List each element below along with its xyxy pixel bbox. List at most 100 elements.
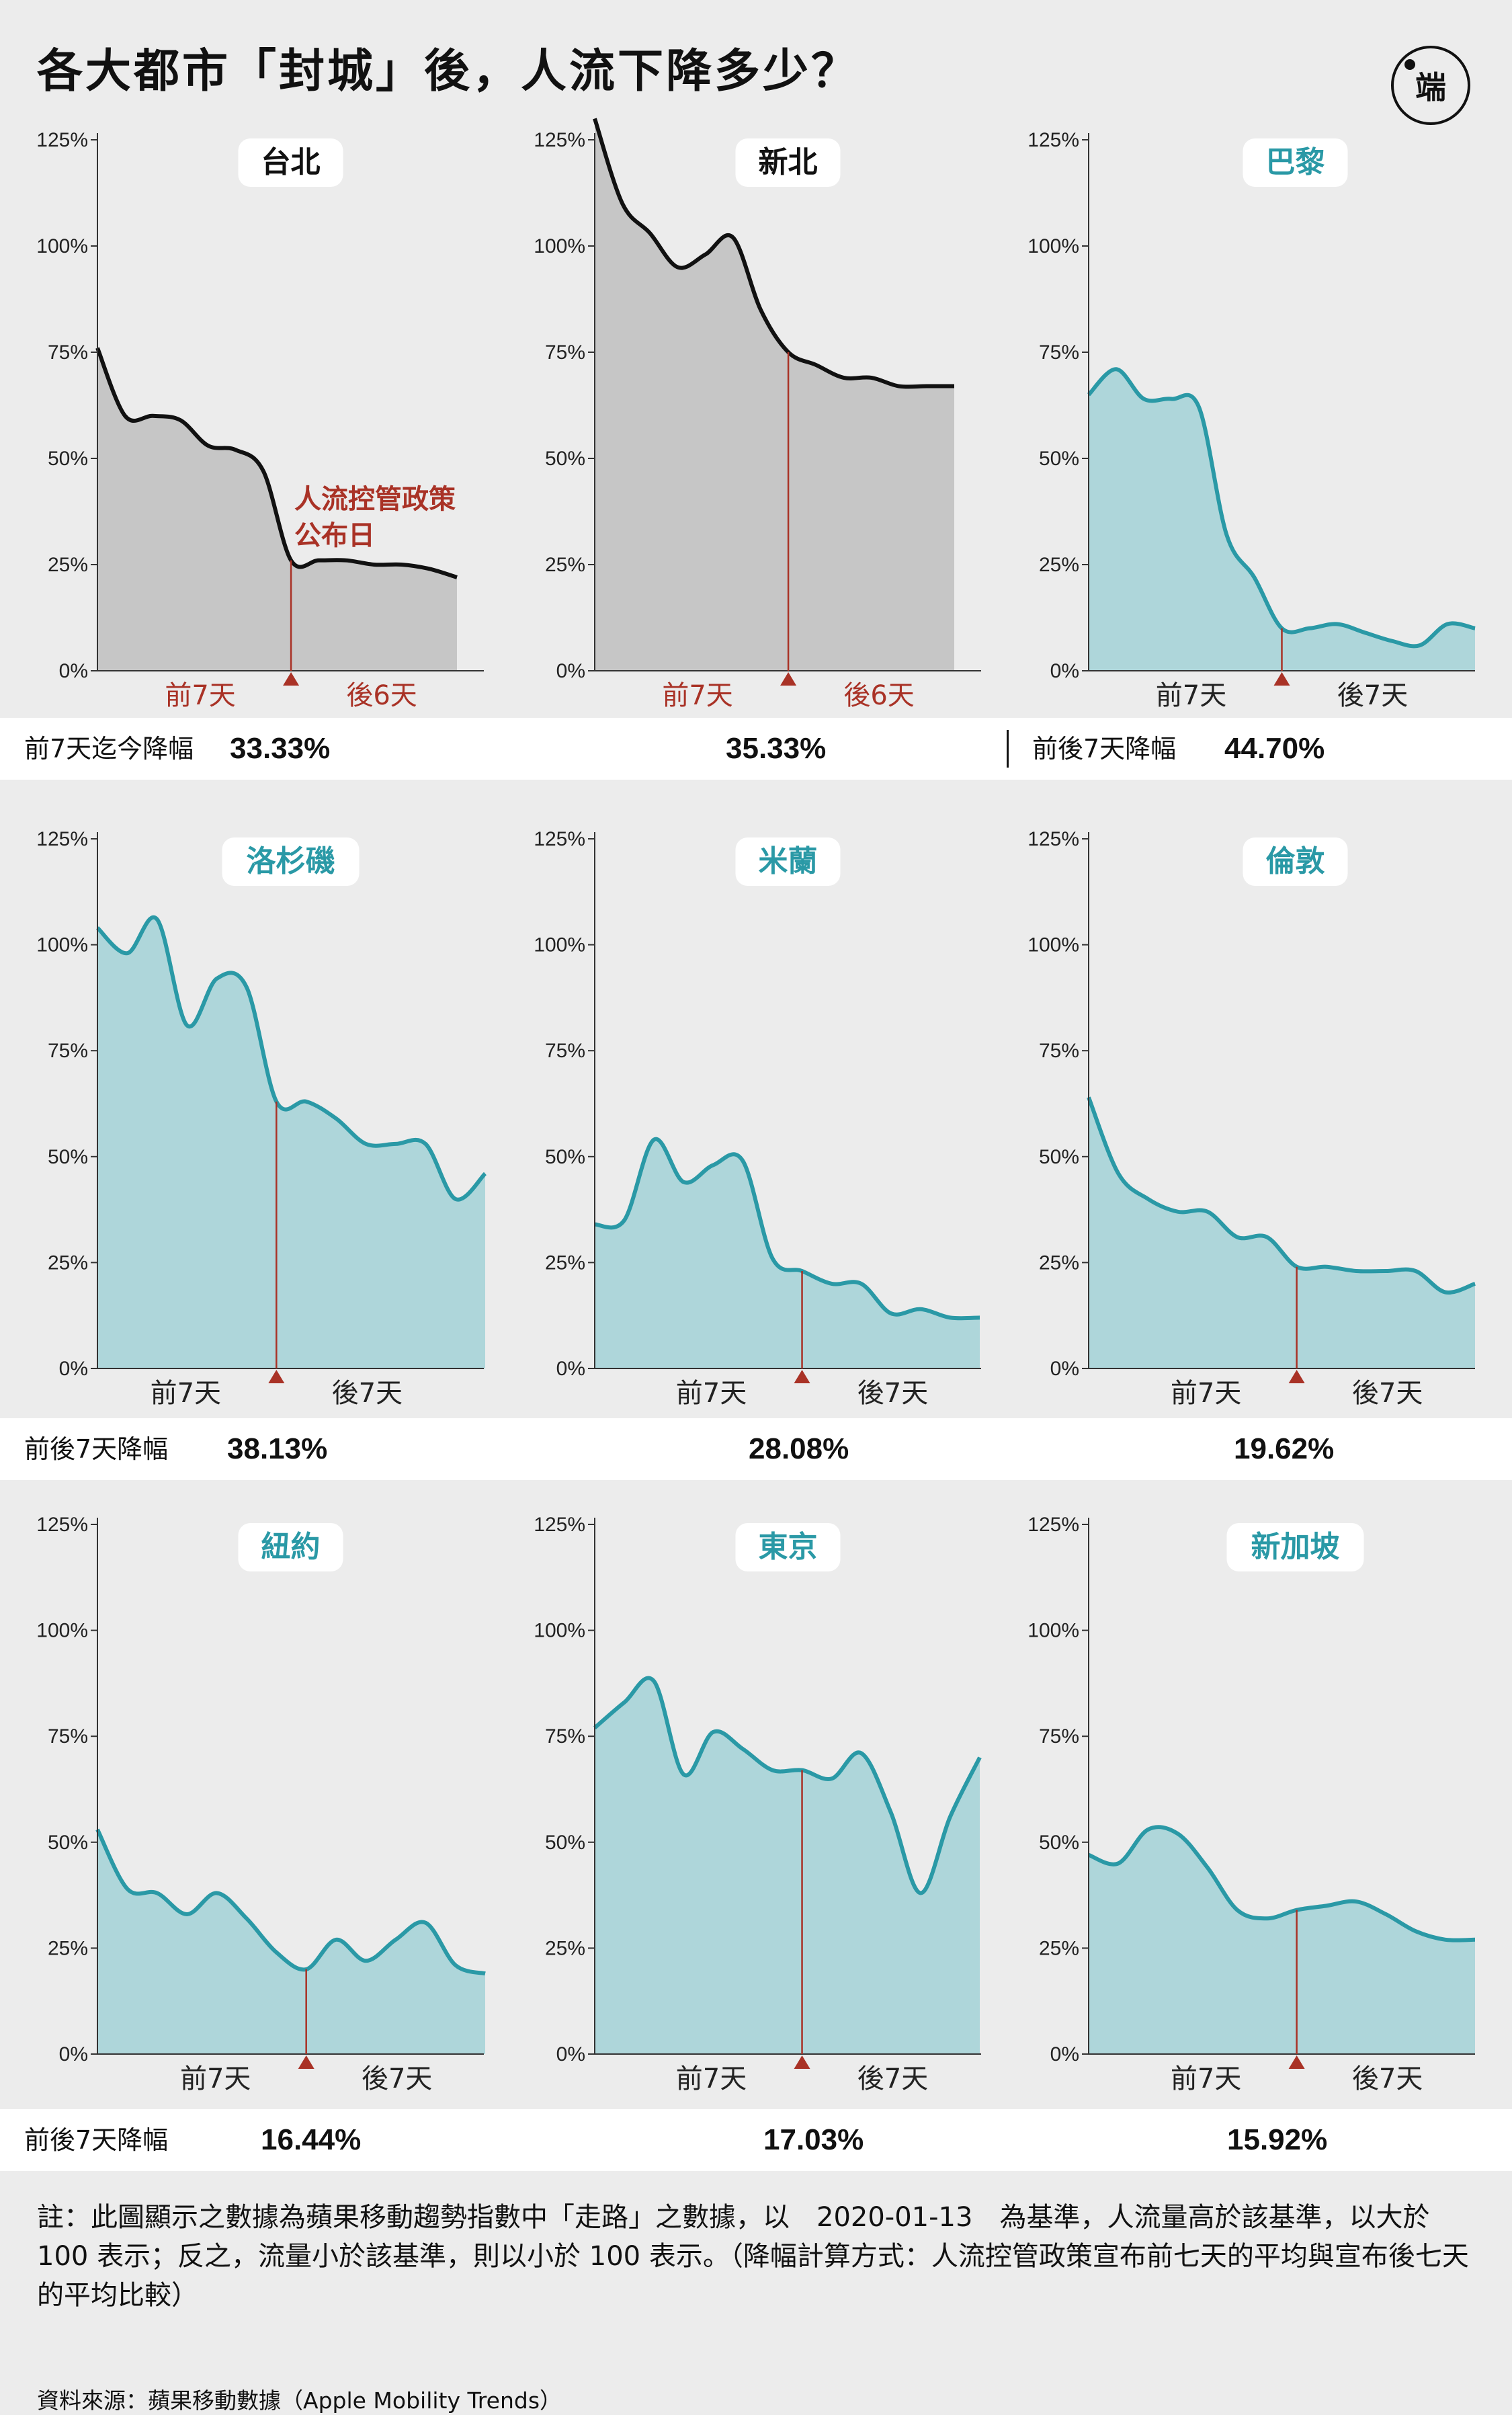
area-fill [1089,369,1475,671]
city-label-pill [735,1523,841,1571]
y-tick-label: 50% [545,1832,585,1854]
x-label-before: 前7天 [180,2063,251,2094]
y-tick-label: 25% [1039,554,1079,576]
y-tick-label: 25% [1039,1252,1079,1274]
chart-panel: 125% 100% 75% 50% 25% 0% 前7天 後7天 新加坡 [1027,1514,1476,2094]
y-tick-label: 25% [545,1937,585,1959]
x-label-before: 前7天 [1156,680,1226,711]
y-tick-label: 0% [1050,2043,1079,2065]
band-value-new-york: 16.44% [261,2123,362,2156]
area-fill [1089,1097,1475,1368]
y-tick-label: 125% [36,1514,88,1536]
logo-text: 端 [1415,69,1446,106]
page-title: 各大都市「封城」後，人流下降多少？ [37,45,860,98]
y-tick-label: 50% [1039,1146,1079,1168]
data-line [1087,1825,1476,1942]
x-label-before: 前7天 [151,1378,221,1409]
city-label: 台北 [261,145,321,179]
chart-panel: 125% 100% 75% 50% 25% 0% 前7天 後7天 巴黎 [1027,129,1476,711]
band-value-london: 19.62% [1234,1432,1335,1465]
y-tick-label: 25% [545,554,585,576]
y-tick-label: 100% [534,934,585,956]
city-label: 米蘭 [759,844,818,878]
area-fill [97,347,457,671]
x-label-after: 後7天 [332,1378,403,1409]
x-label-before: 前7天 [1171,1378,1241,1409]
y-tick-label: 50% [545,1146,585,1168]
y-tick-label: 125% [534,828,585,850]
x-label-after: 後7天 [1337,680,1408,711]
y-tick-label: 125% [1027,129,1079,151]
y-tick-label: 50% [48,1146,88,1168]
band-label: 前後7天降幅 [24,2125,169,2155]
y-tick-label: 100% [534,235,585,257]
y-tick-label: 25% [1039,1937,1079,1959]
y-tick-label: 125% [36,129,88,151]
city-label-pill [735,837,841,886]
band-value-paris: 44.70% [1224,732,1325,765]
x-label-after: 後7天 [857,2063,928,2094]
y-tick-label: 50% [1039,1832,1079,1854]
area-fill [97,917,485,1368]
city-label: 東京 [759,1530,818,1564]
city-label-pill [1243,837,1348,886]
event-marker [283,672,300,686]
chart-panel: 125% 100% 75% 50% 25% 0% 前7天 後6天 新北 [534,118,981,711]
city-label: 巴黎 [1266,145,1325,179]
data-line [1087,1096,1476,1295]
event-marker [1288,2055,1305,2069]
band-label-paris: 前後7天降幅 [1032,734,1177,764]
area-fill [595,1139,980,1368]
band-separator [1007,730,1009,768]
y-tick-label: 125% [1027,1514,1079,1536]
city-label-pill [735,138,841,187]
data-line [1087,367,1476,649]
band-label: 前後7天降幅 [24,1434,169,1464]
chart-panel: 125% 100% 75% 50% 25% 0% 前7天 後7天 紐約 [36,1514,486,2094]
policy-annotation: 人流控管政策 [294,484,456,515]
y-tick-label: 75% [1039,1040,1079,1062]
area-fill [595,118,954,671]
chart-panel: 125% 100% 75% 50% 25% 0% 前7天 後7天 洛杉磯 [36,828,487,1409]
event-marker [268,1370,285,1383]
y-tick-label: 75% [1039,1725,1079,1748]
source-note: 資料來源：蘋果移動數據（Apple Mobility Trends） [37,2387,562,2414]
band-value-milan: 28.08% [749,1432,849,1465]
band-value-los-angeles: 38.13% [227,1432,328,1465]
y-tick-label: 75% [1039,341,1079,364]
area-fill [97,1829,485,2054]
data-line [95,915,487,1202]
y-tick-label: 100% [36,934,88,956]
logo-dot [1404,59,1415,70]
x-label-before: 前7天 [676,1378,747,1409]
event-marker [1288,1370,1305,1383]
chart-panel: 125% 100% 75% 50% 25% 0% 前7天 後7天 米蘭 [534,828,981,1409]
chart-panel: 125% 100% 75% 50% 25% 0% 前7天 後7天 倫敦 [1027,828,1476,1409]
y-tick-label: 75% [48,1725,88,1748]
y-tick-label: 100% [1027,1620,1079,1642]
y-tick-label: 75% [48,1040,88,1062]
band-value-taipei: 33.33% [230,732,331,765]
city-label-pill [1226,1523,1364,1571]
y-tick-label: 75% [545,341,585,364]
y-tick-label: 0% [556,2043,585,2065]
event-marker [794,1370,810,1383]
x-label-before: 前7天 [676,2063,747,2094]
summary-band-row-1: 前7天迄今降幅 33.33% 35.33% 前後7天降幅 44.70% [0,718,1512,780]
data-line [593,118,954,389]
y-tick-label: 25% [48,1252,88,1274]
y-tick-label: 0% [556,1358,585,1380]
data-line [594,1137,980,1321]
x-label-after: 後7天 [1352,1378,1423,1409]
x-label-after: 後7天 [857,1378,928,1409]
event-marker [1273,672,1290,686]
policy-annotation: 公布日 [294,520,375,551]
y-tick-label: 25% [48,1937,88,1959]
event-marker [298,2055,314,2069]
x-label-after: 後7天 [1352,2063,1423,2094]
y-tick-label: 0% [556,660,585,682]
x-label-before: 前7天 [1171,2063,1241,2094]
city-label-pill [222,837,360,886]
